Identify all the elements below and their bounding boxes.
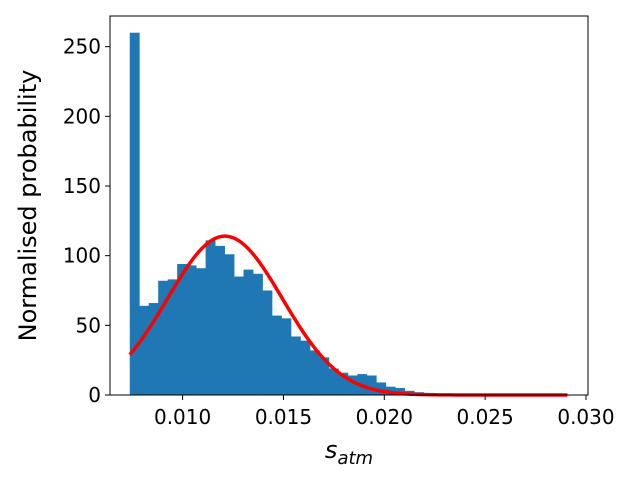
histogram-bar [281, 318, 292, 395]
histogram-bar [177, 264, 188, 395]
histogram-bar [148, 303, 159, 395]
x-tick-label: 0.015 [255, 405, 312, 429]
x-tick-label: 0.025 [457, 405, 514, 429]
histogram-bar [309, 350, 320, 395]
histogram-bar [338, 372, 349, 395]
y-tick-label: 150 [63, 174, 101, 198]
histogram-bar [300, 340, 311, 395]
x-axis-ticks: 0.010 0.015 0.020 0.025 0.030 [154, 395, 615, 429]
histogram-bar [224, 254, 235, 395]
histogram-bar [319, 357, 330, 395]
x-tick-label: 0.030 [557, 405, 614, 429]
histogram-bar [347, 375, 358, 395]
histogram-bars [129, 32, 481, 395]
histogram-bar [262, 290, 273, 395]
x-axis-label: satm [325, 436, 373, 469]
histogram-bar [158, 280, 169, 395]
histogram-bar [205, 240, 216, 395]
y-axis-label: Normalised probability [14, 70, 42, 342]
y-tick-label: 200 [63, 104, 101, 128]
y-axis-ticks: 0 50 100 150 200 250 [63, 35, 110, 407]
histogram-bar [234, 276, 244, 395]
histogram-bar [376, 382, 387, 395]
y-tick-label: 0 [88, 383, 101, 407]
histogram-bar [253, 273, 263, 395]
histogram-bar [290, 336, 301, 395]
histogram-bar [271, 315, 282, 395]
x-tick-label: 0.020 [356, 405, 413, 429]
histogram-bar [215, 245, 225, 395]
axes-frame [109, 15, 589, 396]
y-tick-label: 250 [63, 35, 101, 59]
histogram-bar [167, 279, 178, 395]
histogram-bar [243, 269, 254, 395]
histogram-bar [366, 375, 377, 395]
histogram-bar [196, 268, 206, 395]
histogram-bar [186, 265, 197, 395]
histogram-bar [328, 368, 339, 395]
x-tick-label: 0.010 [154, 405, 211, 429]
histogram-bar [139, 305, 150, 395]
histogram-bar [395, 388, 406, 395]
histogram-bar [129, 32, 140, 395]
y-tick-label: 100 [63, 244, 101, 268]
y-tick-label: 50 [76, 313, 101, 337]
